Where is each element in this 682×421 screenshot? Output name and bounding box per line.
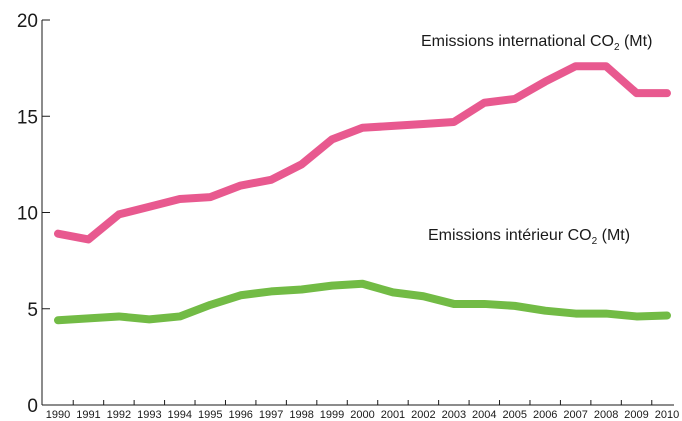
y-axis-ticks: 0 5 10 15 20 — [17, 11, 50, 417]
data-point — [57, 233, 59, 235]
data-point — [270, 290, 272, 292]
data-point — [148, 206, 150, 208]
data-point — [270, 179, 272, 181]
data-point — [666, 92, 668, 94]
x-tick-label: 1997 — [259, 409, 283, 421]
series-line-1 — [54, 279, 671, 325]
data-point — [636, 315, 638, 317]
data-point — [57, 319, 59, 321]
data-point — [118, 213, 120, 215]
y-tick-label: 20 — [17, 11, 38, 32]
data-point — [179, 315, 181, 317]
y-tick-label: 10 — [17, 204, 38, 225]
data-point — [575, 65, 577, 67]
x-tick-label: 2007 — [563, 409, 587, 421]
x-tick-label: 2010 — [655, 409, 679, 421]
x-tick-label: 1995 — [198, 409, 222, 421]
data-point — [514, 98, 516, 100]
data-point — [392, 125, 394, 127]
data-point — [179, 198, 181, 200]
data-point — [362, 127, 363, 129]
data-point — [240, 185, 242, 187]
data-point — [87, 317, 89, 319]
y-tick-label: 0 — [27, 396, 38, 417]
x-tick-label: 1990 — [46, 409, 70, 421]
data-point — [301, 163, 303, 165]
data-point — [87, 238, 89, 240]
x-tick-label: 1993 — [137, 409, 161, 421]
data-point — [331, 285, 333, 287]
data-point — [331, 138, 333, 140]
x-tick-label: 1992 — [107, 409, 131, 421]
data-point — [240, 294, 242, 296]
x-tick-label: 1994 — [168, 409, 192, 421]
data-point — [483, 102, 485, 104]
data-point — [422, 123, 424, 125]
x-tick-label: 2003 — [442, 409, 466, 421]
series-lines — [54, 62, 671, 325]
data-point — [209, 196, 211, 198]
x-tick-label: 2002 — [411, 409, 435, 421]
x-tick-label: 2008 — [594, 409, 618, 421]
series-line-0 — [54, 62, 671, 244]
data-point — [575, 313, 577, 315]
x-tick-label: 2009 — [624, 409, 648, 421]
data-point — [544, 81, 546, 83]
x-tick-label: 1998 — [289, 409, 313, 421]
data-point — [209, 304, 211, 306]
data-point — [392, 291, 394, 293]
data-point — [422, 295, 424, 297]
data-point — [148, 318, 150, 320]
data-point — [636, 92, 638, 94]
data-point — [453, 121, 455, 123]
data-point — [362, 283, 363, 285]
series-label-0: Emissions international CO2 (Mt) — [421, 33, 652, 53]
data-point — [301, 289, 303, 290]
data-point — [544, 310, 546, 312]
data-point — [514, 305, 516, 307]
y-tick-label: 15 — [17, 107, 38, 128]
x-tick-label: 1991 — [76, 409, 100, 421]
y-tick-label: 5 — [27, 300, 38, 321]
x-tick-label: 2004 — [472, 409, 496, 421]
data-point — [483, 303, 485, 305]
x-tick-label: 1999 — [320, 409, 344, 421]
x-tick-label: 2000 — [350, 409, 374, 421]
data-point — [605, 65, 607, 67]
x-tick-label: 2001 — [381, 409, 405, 421]
data-point — [453, 303, 455, 305]
data-point — [118, 315, 120, 317]
x-tick-label: 2005 — [503, 409, 527, 421]
x-tick-label: 2006 — [533, 409, 557, 421]
series-labels: Emissions international CO2 (Mt) Emission… — [421, 33, 652, 247]
data-point — [666, 314, 668, 316]
series-label-1: Emissions intérieur CO2 (Mt) — [428, 227, 630, 247]
x-tick-label: 1996 — [228, 409, 252, 421]
data-point — [605, 313, 607, 315]
x-axis-ticks: 1990 1991 1992 1993 1994 1995 1996 1997 1998 1999… — [46, 400, 679, 421]
